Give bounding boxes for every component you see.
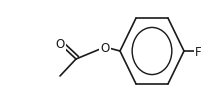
Text: O: O — [55, 38, 65, 51]
Text: O: O — [100, 41, 110, 54]
Text: F: F — [195, 45, 202, 58]
